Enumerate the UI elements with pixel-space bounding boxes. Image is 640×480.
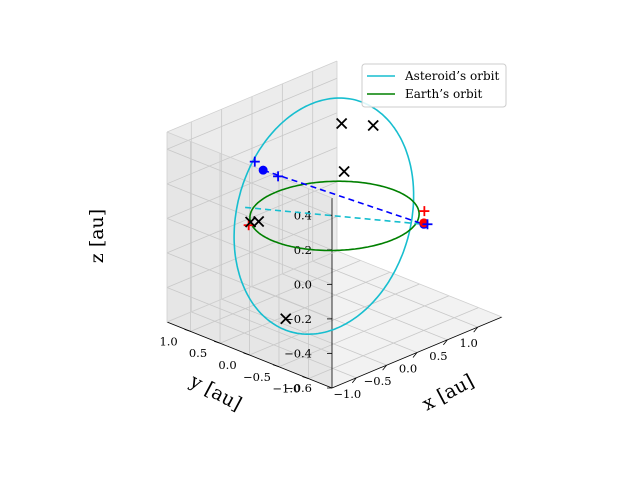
dot-marker	[258, 165, 268, 175]
pane-edge	[336, 250, 503, 318]
grid-line	[249, 283, 420, 356]
x-marker	[336, 117, 348, 130]
legend-frame	[361, 63, 507, 108]
z-tick-label: −0.2	[284, 312, 312, 326]
x-marker	[280, 313, 292, 325]
axis-ticks: −1.0−0.50.00.51.0−1.0−0.50.00.51.0−0.6−0…	[159, 208, 479, 401]
x-tick	[351, 377, 357, 384]
x-marker	[253, 215, 265, 228]
legend: Asteroid’s orbit Earth’s orbit	[361, 63, 507, 108]
x-marker-b	[338, 165, 350, 178]
grid-line	[166, 148, 333, 216]
z-tick-label: 0.0	[294, 277, 312, 291]
pane-edge	[166, 131, 333, 199]
x-marker-b	[336, 117, 348, 130]
x-tick-label: 0.0	[399, 362, 417, 376]
blue-dashed-segment	[262, 169, 425, 226]
x-tick-label: −1.0	[333, 387, 361, 401]
y-tick-label: 1.0	[159, 334, 177, 348]
y-tick-label: 0.0	[218, 358, 236, 372]
x-tick	[412, 352, 418, 358]
y-tick	[184, 329, 191, 332]
x-tick	[473, 326, 479, 333]
x-tick	[443, 339, 448, 346]
z-tick-label: 0.2	[294, 243, 312, 257]
x-marker	[338, 165, 350, 178]
z-tick-label: 0.4	[294, 208, 312, 222]
legend-asteroid-label: Asteroid’s orbit	[404, 69, 499, 83]
x-tick-label: −0.5	[364, 374, 392, 388]
grid-line	[166, 77, 338, 150]
pane-edge	[166, 250, 338, 323]
z-tick-label: −0.6	[284, 381, 312, 395]
x-tick-label: 1.0	[460, 336, 478, 350]
plus-marker	[243, 220, 254, 231]
x-marker-b	[253, 215, 265, 228]
plus-marker	[273, 171, 284, 182]
x-tick-label: 0.5	[429, 349, 447, 363]
y-tick-label: −0.5	[243, 370, 271, 384]
x-marker-b	[367, 119, 379, 132]
x-marker	[367, 119, 379, 132]
grid-line	[278, 295, 450, 368]
plus-marker	[422, 219, 433, 230]
x-axis-label: x [au]	[419, 370, 478, 415]
grid-line	[308, 307, 479, 379]
asteroid-orbit-line	[233, 97, 415, 336]
pane-edge	[166, 60, 338, 133]
x-marker-b	[244, 216, 257, 228]
y-tick	[272, 364, 280, 368]
x-tick	[382, 364, 387, 371]
z-axis-label: z [au]	[86, 209, 108, 263]
axis-panes	[167, 61, 502, 388]
y-axis-label: y [au]	[185, 370, 245, 416]
data-markers	[243, 117, 433, 325]
y-tick-label: −1.0	[272, 382, 300, 396]
data-series	[233, 97, 425, 336]
plus-marker	[419, 206, 430, 217]
x-marker-b	[280, 313, 292, 325]
y-tick	[302, 376, 309, 379]
grid-line	[166, 112, 338, 185]
grid-line	[166, 287, 333, 354]
y-tick-label: 0.5	[189, 346, 207, 360]
y-tick	[213, 340, 221, 344]
z-tick-label: −0.4	[284, 347, 312, 361]
legend-earth-label: Earth’s orbit	[405, 87, 482, 101]
y-tick	[243, 352, 250, 356]
plus-marker	[249, 156, 260, 167]
grid-line	[166, 252, 333, 320]
grid-line	[166, 217, 333, 285]
